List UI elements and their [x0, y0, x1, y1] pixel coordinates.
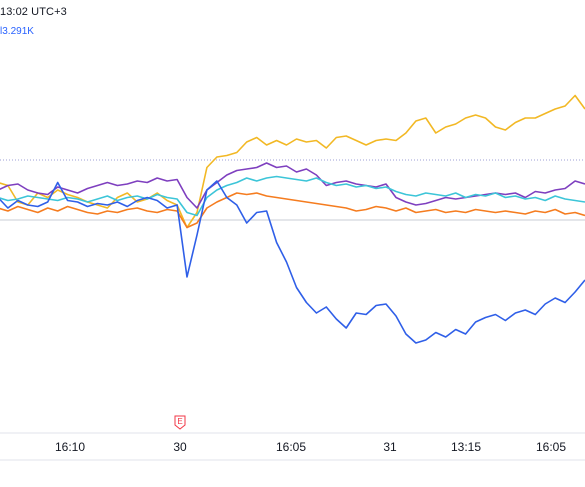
earnings-flag-label: E — [177, 417, 182, 426]
x-tick-label: 16:10 — [55, 440, 85, 454]
series-line-blue[interactable] — [0, 180, 585, 344]
series-line-gold[interactable] — [0, 94, 585, 229]
series-line-cyan[interactable] — [0, 175, 585, 217]
time-axis: 16:10 30 16:05 31 13:15 16:05 — [55, 440, 566, 454]
x-tick-label: 13:15 — [451, 440, 481, 454]
earnings-flag-icon[interactable] — [174, 415, 186, 430]
reference-lines — [0, 159, 585, 221]
x-tick-label: 30 — [173, 440, 187, 454]
series-line-purple[interactable] — [0, 162, 585, 209]
x-tick-label: 16:05 — [536, 440, 566, 454]
series-layer — [0, 94, 585, 344]
header-time: 13:02 UTC+3 — [0, 6, 67, 18]
series-line-orange[interactable] — [0, 192, 585, 229]
volume-readout: l3.291K — [0, 26, 34, 37]
x-tick-label: 16:05 — [276, 440, 306, 454]
earnings-marker[interactable]: E — [174, 415, 186, 430]
x-tick-label: 31 — [383, 440, 397, 454]
volume-value: 3.291K — [2, 26, 34, 37]
volume-label: l — [0, 26, 3, 37]
